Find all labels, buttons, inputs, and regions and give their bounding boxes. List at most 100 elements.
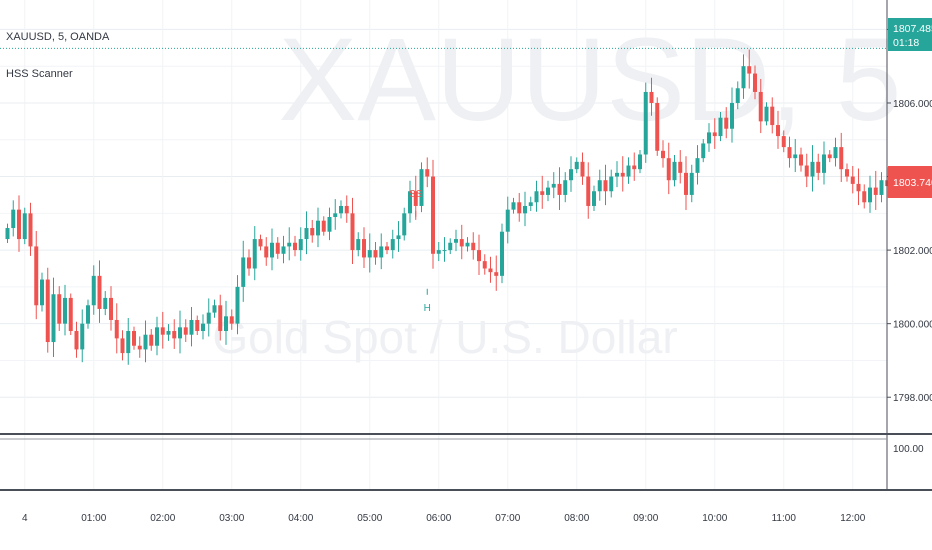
candle-body [57, 294, 62, 324]
header-indicator: HSS Scanner [6, 68, 73, 80]
candle-body [718, 117, 723, 137]
candle-body [730, 102, 734, 129]
candle-body [241, 257, 246, 287]
candle-body [873, 187, 878, 195]
candle-body [264, 246, 269, 258]
candle-body [799, 154, 803, 166]
candle-body [287, 242, 292, 247]
candle-body [431, 176, 435, 254]
candle-body [638, 154, 642, 170]
time-tick-label: 02:00 [150, 513, 175, 524]
candle-body [494, 272, 499, 276]
candle-body [684, 172, 688, 195]
candle-body [160, 327, 165, 335]
candle-body [413, 191, 418, 206]
candle-body [764, 106, 769, 122]
candle-body [505, 209, 510, 232]
candle-body [482, 261, 487, 269]
header-symbol: XAUUSD, 5, OANDA [6, 31, 110, 43]
candle-body [189, 319, 194, 335]
candle-body [833, 147, 838, 159]
watermark-description: Gold Spot / U.S. Dollar [212, 311, 677, 363]
candle-body [620, 172, 625, 177]
candle-body [724, 117, 729, 129]
candle-body [655, 102, 660, 151]
candle-body [206, 312, 211, 324]
candle-body [712, 132, 717, 137]
candle-body [327, 217, 332, 232]
candle-body [551, 183, 556, 188]
candle-body [11, 209, 16, 229]
candle-body [316, 220, 320, 236]
candle-body [563, 180, 568, 195]
candle-body [609, 176, 614, 192]
candle-body [689, 172, 694, 195]
candle-body [402, 213, 407, 236]
candle-body [120, 338, 125, 354]
candle-body [626, 165, 631, 177]
annotation-ss: SS [409, 189, 423, 200]
candle-body [80, 323, 85, 350]
candle-body [17, 209, 21, 240]
candle-body [390, 239, 395, 251]
candle-body [321, 220, 326, 232]
candle-body [787, 147, 792, 159]
candle-body [63, 297, 67, 324]
candle-body [741, 66, 746, 89]
candle-body [546, 187, 550, 195]
candle-body [557, 183, 562, 195]
time-tick-label: 11:00 [772, 513, 797, 524]
last-price-tag-value: 1803.740 [893, 177, 932, 189]
candle-body [597, 180, 602, 192]
candle-body [850, 176, 855, 184]
top-price-tag-timer: 01:18 [893, 37, 919, 49]
time-tick-label: 03:00 [219, 513, 244, 524]
time-tick-label: 4 [22, 513, 28, 524]
last-price-tag [888, 166, 932, 198]
candle-body [183, 327, 188, 335]
candle-body [701, 143, 706, 159]
candle-body [114, 319, 119, 339]
candle-body [827, 154, 832, 159]
candle-body [235, 286, 240, 324]
candle-body [419, 169, 424, 206]
candle-body [344, 205, 349, 214]
candle-body [5, 228, 10, 240]
time-tick-label: 04:00 [288, 513, 313, 524]
candle-body [109, 297, 113, 320]
lower-pane-axis: 100.00 [893, 444, 924, 455]
candle-body [839, 147, 844, 170]
time-tick-label: 07:00 [495, 513, 520, 524]
candle-body [373, 250, 378, 258]
candle-body [74, 331, 79, 350]
candle-body [51, 294, 56, 343]
candle-body [201, 323, 205, 332]
candle-body [166, 331, 171, 335]
candle-body [540, 191, 545, 195]
candle-body [511, 202, 516, 210]
time-tick-label: 01:00 [81, 513, 106, 524]
candle-body [856, 183, 861, 192]
top-price-tag [888, 18, 932, 51]
candle-body [304, 228, 309, 240]
candle-body [68, 297, 73, 332]
candle-body [569, 169, 573, 181]
candle-body [143, 334, 148, 350]
candle-body [448, 242, 453, 251]
candle-body [40, 279, 44, 306]
candle-body [367, 250, 372, 258]
time-tick-label: 05:00 [357, 513, 382, 524]
time-axis[interactable]: 4 01:00 02:00 03:00 04:00 05:00 06:00 07:00 08:0… [22, 513, 866, 524]
candle-body [28, 213, 33, 247]
candle-body [868, 187, 872, 203]
candle-body [379, 246, 384, 258]
candle-body [781, 136, 786, 148]
candle-body [580, 161, 585, 177]
candle-body [758, 91, 763, 122]
candle-body [258, 239, 263, 247]
candle-body [776, 125, 780, 137]
annotation-h: H [424, 303, 431, 314]
candle-body [132, 331, 136, 346]
